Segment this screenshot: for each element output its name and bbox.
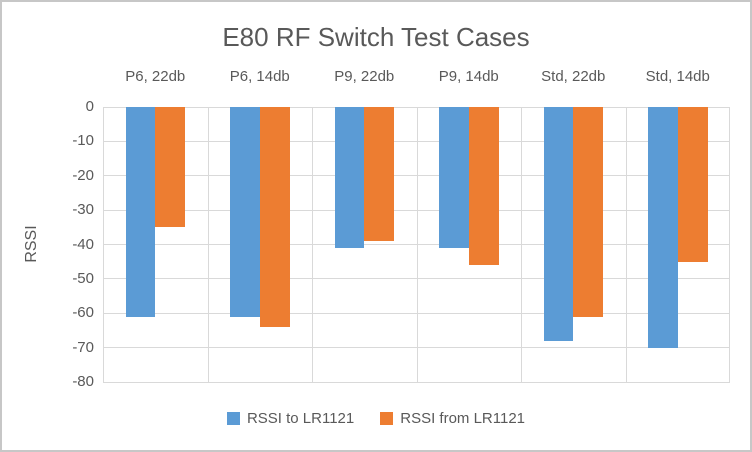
y-tick-label: -40 bbox=[72, 235, 94, 253]
gridline-vertical bbox=[729, 107, 730, 382]
legend-swatch-icon bbox=[380, 412, 394, 425]
category-label: Std, 14db bbox=[645, 68, 710, 85]
legend-entry: RSSI to LR1121 bbox=[226, 410, 355, 427]
y-tick-label: -30 bbox=[72, 201, 94, 219]
gridline-horizontal bbox=[103, 244, 730, 245]
category-label: P9, 22db bbox=[334, 68, 395, 85]
gridline-horizontal bbox=[103, 209, 730, 211]
legend-entry: RSSI from LR1121 bbox=[380, 410, 525, 427]
bar-rssi-to-lr1121-std-22db bbox=[543, 107, 574, 341]
gridline-horizontal bbox=[103, 175, 730, 177]
y-tick-label: -60 bbox=[72, 304, 94, 322]
bar-rssi-from-lr1121-std-22db bbox=[573, 107, 603, 317]
y-tick-label: 0 bbox=[85, 98, 94, 115]
gridline-horizontal bbox=[103, 106, 730, 108]
gridline-vertical bbox=[521, 107, 522, 382]
gridline-horizontal bbox=[103, 140, 730, 142]
y-tick-label: -20 bbox=[72, 166, 94, 184]
gridline-vertical bbox=[417, 107, 418, 382]
bar-rssi-to-lr1121-p6-14db bbox=[230, 107, 260, 317]
category-label: P6, 14db bbox=[229, 68, 290, 85]
y-tick-label: -70 bbox=[72, 338, 94, 356]
bar-rssi-to-lr1121-p9-22db bbox=[334, 107, 365, 248]
y-tick-label: -50 bbox=[72, 269, 94, 287]
gridline-horizontal bbox=[103, 312, 730, 314]
gridline-horizontal bbox=[103, 381, 730, 383]
bar-rssi-from-lr1121-std-14db bbox=[677, 107, 708, 262]
y-axis-title: RSSI bbox=[23, 225, 40, 263]
legend-swatch-icon bbox=[226, 412, 240, 425]
category-label: P9, 14db bbox=[438, 68, 499, 85]
bar-rssi-from-lr1121-p6-22db bbox=[155, 107, 185, 228]
bar-rssi-from-lr1121-p9-14db bbox=[468, 107, 499, 266]
bar-rssi-from-lr1121-p6-14db bbox=[259, 107, 290, 327]
gridline-vertical bbox=[626, 107, 627, 382]
bar-rssi-to-lr1121-p6-22db bbox=[125, 107, 156, 317]
y-axis-ticks: 0 -10 -20 -30 -40 -50 -60 -70 -80 bbox=[42, 2, 94, 450]
gridline-horizontal bbox=[103, 347, 730, 349]
gridline-vertical bbox=[103, 107, 104, 382]
gridline-vertical bbox=[312, 107, 313, 382]
gridline-horizontal bbox=[103, 278, 730, 280]
gridline-vertical bbox=[208, 107, 209, 382]
category-label: P6, 22db bbox=[125, 68, 186, 85]
bar-rssi-from-lr1121-p9-22db bbox=[364, 107, 394, 242]
category-label: Std, 22db bbox=[541, 68, 606, 85]
legend: RSSI to LR1121 RSSI from LR1121 bbox=[2, 410, 750, 427]
legend-label: RSSI from LR1121 bbox=[400, 410, 526, 427]
category-axis: P6, 22db P6, 14db P9, 22db P9, 14db Std, 22d… bbox=[2, 66, 750, 88]
legend-label: RSSI to LR1121 bbox=[246, 410, 355, 427]
chart-title: E80 RF Switch Test Cases bbox=[222, 22, 530, 52]
plot-area bbox=[103, 106, 730, 383]
y-tick-label: -10 bbox=[72, 132, 94, 150]
bar-rssi-to-lr1121-p9-14db bbox=[439, 107, 469, 248]
bar-rssi-to-lr1121-std-14db bbox=[648, 107, 678, 348]
y-tick-label: -80 bbox=[72, 373, 94, 390]
